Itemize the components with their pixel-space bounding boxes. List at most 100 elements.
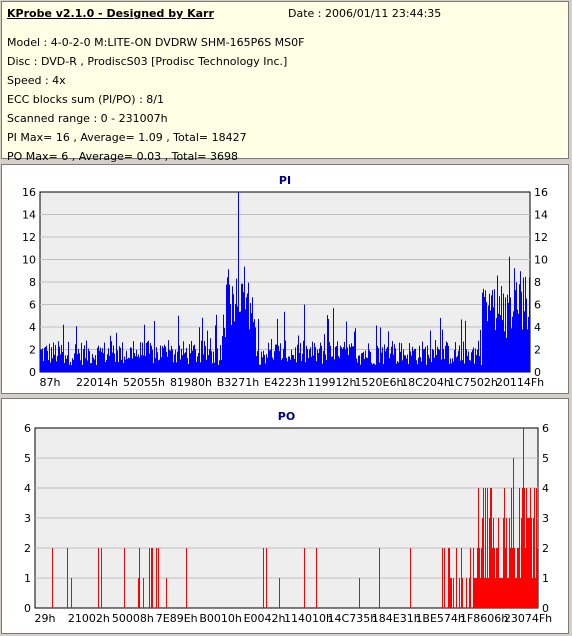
- pi-bar: [408, 364, 409, 372]
- po-bar: [497, 548, 498, 608]
- pi-bar: [111, 341, 112, 372]
- pi-bar: [477, 349, 478, 372]
- pi-bar: [366, 357, 367, 372]
- pi-bar: [129, 358, 130, 372]
- pi-bar: [249, 329, 250, 372]
- pi-bar: [40, 349, 41, 372]
- pi-bar: [407, 354, 408, 372]
- po-bar: [512, 548, 513, 608]
- po-bar: [478, 488, 479, 608]
- pi-bar: [376, 325, 377, 372]
- pi-bar: [114, 353, 115, 372]
- pi-bar: [318, 352, 319, 372]
- pi-bar: [499, 296, 500, 372]
- pi-bar: [341, 347, 342, 372]
- pi-bar: [283, 348, 284, 372]
- po-bar: [503, 518, 504, 608]
- po-bar: [67, 548, 68, 608]
- pi-bar: [435, 339, 436, 372]
- pi-bar: [217, 348, 218, 372]
- pi-y-tick-left: 12: [22, 231, 36, 244]
- pi-bar: [316, 361, 317, 372]
- pi-bar: [350, 347, 351, 372]
- pi-bar: [456, 357, 457, 372]
- pi-bar: [238, 192, 239, 372]
- pi-bar: [189, 344, 190, 372]
- pi-bar: [282, 358, 283, 372]
- pi-bar: [100, 347, 101, 372]
- pi-bar: [51, 347, 52, 372]
- po-bar: [151, 548, 152, 608]
- pi-bar: [336, 346, 337, 372]
- pi-bar: [324, 334, 325, 372]
- pi-bar: [280, 343, 281, 372]
- pi-bar: [485, 290, 486, 372]
- po-bar: [451, 578, 452, 608]
- pi-bar: [449, 363, 450, 372]
- pi-bar: [233, 294, 234, 372]
- pi-bar: [364, 358, 365, 372]
- pi-bar: [87, 360, 88, 372]
- pi-bar: [310, 347, 311, 372]
- pi-bar: [466, 349, 467, 372]
- pi-bar: [452, 358, 453, 372]
- pi-bar: [507, 294, 508, 372]
- pi-bar: [335, 346, 336, 372]
- pi-bar: [258, 318, 259, 372]
- po-bar: [304, 548, 305, 608]
- po-bar: [186, 548, 187, 608]
- pi-bar: [188, 364, 189, 372]
- pi-bar: [426, 364, 427, 372]
- pi-bar: [390, 353, 391, 372]
- po-x-tick: 7E89Eh: [156, 612, 198, 625]
- po-y-tick-left: 6: [24, 422, 31, 435]
- pi-bar: [244, 266, 245, 372]
- pi-bar: [149, 353, 150, 372]
- pi-bar: [300, 343, 301, 372]
- po-chart: PO 0 0 1 1 2 2 3 3 4 4 5 5 6 6 29h 21002h 50008h 7E89Eh B00…: [24, 410, 552, 625]
- pi-bar: [392, 341, 393, 372]
- po-bar: [500, 578, 501, 608]
- pi-bar: [124, 356, 125, 372]
- pi-bar: [279, 351, 280, 372]
- pi-bar: [251, 313, 252, 372]
- pi-bar: [422, 341, 423, 372]
- pi-bar: [242, 283, 243, 372]
- pi-bar: [437, 346, 438, 372]
- pi-bar: [268, 342, 269, 372]
- pi-bar: [116, 332, 117, 372]
- po-y-tick-left: 5: [24, 452, 31, 465]
- pi-bar: [502, 320, 503, 372]
- po-bar: [520, 578, 521, 608]
- pi-bar: [293, 355, 294, 372]
- pi-bar: [523, 277, 524, 372]
- pi-bar: [353, 346, 354, 372]
- pi-bar: [515, 290, 516, 372]
- pi-bar: [486, 302, 487, 372]
- po-bar: [469, 578, 470, 608]
- pi-bar: [403, 349, 404, 372]
- pi-bar: [82, 364, 83, 372]
- pi-bar: [145, 355, 146, 372]
- pi-bar: [464, 363, 465, 372]
- pi-bar: [372, 364, 373, 372]
- pi-bar: [205, 346, 206, 372]
- po-bar: [498, 518, 499, 608]
- pi-bar: [362, 352, 363, 372]
- pi-bar: [406, 358, 407, 372]
- pi-bar: [285, 340, 286, 372]
- pi-chart-title: PI: [279, 174, 291, 187]
- pi-bar: [252, 297, 253, 372]
- pi-bar: [527, 329, 528, 372]
- pi-bar: [184, 353, 185, 372]
- range-line: Scanned range : 0 - 231007h: [7, 112, 168, 125]
- po-bar: [484, 578, 485, 608]
- pi-bar: [497, 275, 498, 372]
- pi-chart: PI 0 0 2 2 4 4 6 6 8 8 10 10 12 12 14 14 16 16 87h 22014h 520…: [22, 174, 548, 389]
- ecc-line: ECC blocks sum (PI/PO) : 8/1: [7, 93, 164, 106]
- pi-bar: [321, 345, 322, 372]
- pi-bar: [430, 330, 431, 372]
- po-bar: [466, 578, 467, 608]
- pi-bar: [314, 343, 315, 372]
- pi-bar: [53, 342, 54, 372]
